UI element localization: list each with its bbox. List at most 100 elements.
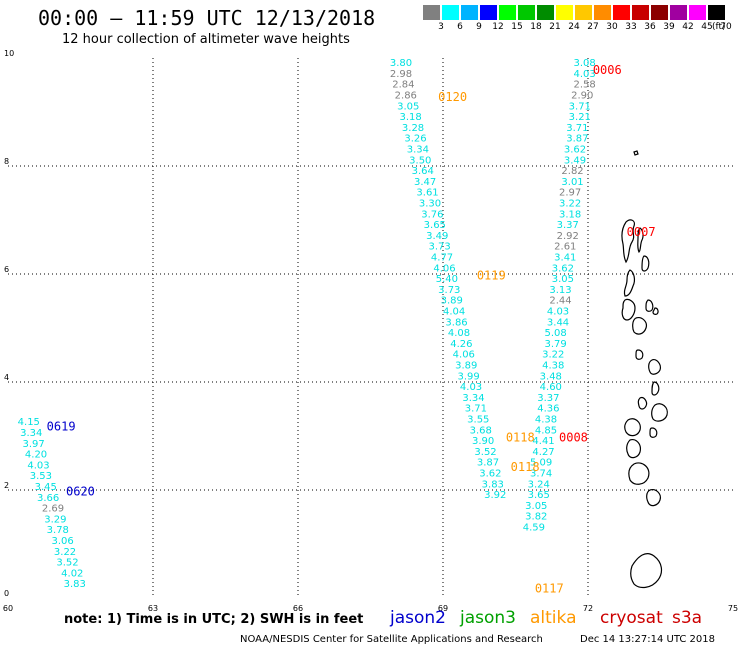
wave-height-value: 2.98 <box>390 69 412 80</box>
color-swatch-label: 27 <box>587 22 599 32</box>
wave-height-value: 3.80 <box>390 58 412 69</box>
y-tick-label: 10 <box>4 49 14 58</box>
color-swatch-label: 3 <box>438 22 444 32</box>
wave-height-value: 4.06 <box>453 350 475 361</box>
wave-height-value: 3.34 <box>407 145 429 156</box>
color-swatch <box>651 5 668 20</box>
legend-s3a: s3a <box>672 608 703 628</box>
wave-height-value: 2.92 <box>557 231 579 242</box>
track-time-label: 0118 <box>511 460 540 474</box>
color-swatch <box>442 5 459 20</box>
color-swatch-label: 15 <box>511 22 523 32</box>
wave-height-value: 4.03 <box>547 307 569 318</box>
wave-height-value: 3.99 <box>458 371 480 382</box>
color-swatch <box>461 5 478 20</box>
wave-height-value: 3.87 <box>477 458 499 469</box>
wave-height-value: 4.20 <box>25 450 47 461</box>
wave-height-value: 4.02 <box>61 568 83 579</box>
wave-height-value: 3.13 <box>549 285 571 296</box>
wave-height-value: 3.86 <box>445 317 467 328</box>
track-time-label: 0007 <box>627 225 656 239</box>
maldives-coastline <box>621 150 668 589</box>
x-tick-label: 63 <box>148 604 158 613</box>
y-tick-label: 8 <box>4 157 9 166</box>
track-time-label: 0620 <box>66 484 95 498</box>
wave-height-value: 3.79 <box>545 339 567 350</box>
page-title: 00:00 – 11:59 UTC 12/13/2018 <box>38 6 376 30</box>
wave-height-value: 3.62 <box>552 263 574 274</box>
wave-height-value: 3.24 <box>528 479 550 490</box>
wave-height-value: 3.22 <box>559 199 581 210</box>
x-tick-label: 66 <box>293 604 303 613</box>
wave-height-value: 3.87 <box>566 134 588 145</box>
wave-height-value: 3.08 <box>574 58 596 69</box>
wave-height-value: 4.27 <box>532 447 554 458</box>
wave-height-value: 3.52 <box>474 447 496 458</box>
wave-height-labels: 3.802.982.842.863.053.183.283.263.343.50… <box>18 58 596 590</box>
wave-height-value: 3.71 <box>566 123 588 134</box>
wave-height-value: 3.61 <box>416 188 438 199</box>
satellite-track-labels: 0006 0120 0007 0119 0619 0620 0118 0008 0118 0117 <box>47 63 656 595</box>
wave-height-value: 3.34 <box>20 428 42 439</box>
track-time-label: 0120 <box>438 90 467 104</box>
wave-height-value: 3.68 <box>470 425 492 436</box>
page-subtitle: 12 hour collection of altimeter wave hei… <box>62 32 350 47</box>
wave-height-value: 3.05 <box>552 274 574 285</box>
wave-height-value: 3.18 <box>559 209 581 220</box>
wave-height-value: 2.82 <box>561 166 583 177</box>
color-swatch-label: 70 <box>720 22 732 32</box>
color-swatch-label: 24 <box>568 22 580 32</box>
color-swatch <box>575 5 592 20</box>
wave-height-value: 2.61 <box>554 242 576 253</box>
wave-height-value: 4.04 <box>443 307 465 318</box>
wave-height-value: 4.60 <box>540 382 562 393</box>
track-time-label: 0619 <box>47 420 76 434</box>
color-swatch-label: 18 <box>530 22 542 32</box>
x-tick-label: 60 <box>3 604 13 613</box>
wave-height-value: 3.01 <box>561 177 583 188</box>
wave-height-value: 3.50 <box>409 155 431 166</box>
wave-height-value: 3.18 <box>400 112 422 123</box>
wave-height-value: 3.89 <box>455 361 477 372</box>
color-scale-unit: (ft) <box>712 22 726 32</box>
wave-height-value: 2.86 <box>395 91 417 102</box>
y-tick-label: 0 <box>4 589 9 598</box>
track-time-label: 0008 <box>559 430 588 444</box>
wave-height-value: 3.62 <box>479 469 501 480</box>
wave-height-value: 3.37 <box>557 220 579 231</box>
footer-note: note: 1) Time is in UTC; 2) SWH is in fe… <box>64 612 364 627</box>
track-time-label: 0119 <box>477 268 506 282</box>
wave-height-value: 3.65 <box>528 490 550 501</box>
wave-height-value: 3.05 <box>397 101 419 112</box>
wave-height-value: 3.28 <box>402 123 424 134</box>
wave-height-value: 3.21 <box>569 112 591 123</box>
wave-height-value: 3.62 <box>564 145 586 156</box>
wave-height-value: 2.44 <box>549 296 571 307</box>
wave-height-value: 3.06 <box>52 536 74 547</box>
y-tick-label: 4 <box>4 373 9 382</box>
wave-height-value: 3.71 <box>465 404 487 415</box>
color-swatch-label: 39 <box>663 22 675 32</box>
wave-height-value: 3.92 <box>484 490 506 501</box>
wave-height-value: 3.73 <box>438 285 460 296</box>
wave-height-value: 3.26 <box>404 134 426 145</box>
x-tick-label: 72 <box>583 604 593 613</box>
color-swatch <box>594 5 611 20</box>
wave-height-value: 3.49 <box>426 231 448 242</box>
wave-height-value: 5.40 <box>436 274 458 285</box>
color-swatch-label: 33 <box>625 22 637 32</box>
wave-height-value: 4.15 <box>18 417 40 428</box>
y-tick-label: 2 <box>4 481 9 490</box>
wave-height-value: 4.26 <box>450 339 472 350</box>
wave-height-value: 3.53 <box>30 471 52 482</box>
wave-height-value: 3.34 <box>462 393 484 404</box>
footer-credit: NOAA/NESDIS Center for Satellite Applica… <box>240 634 543 645</box>
color-swatch <box>632 5 649 20</box>
color-swatch <box>556 5 573 20</box>
legend-jason2: jason2 <box>390 608 446 628</box>
wave-height-value: 3.83 <box>482 479 504 490</box>
wave-height-value: 3.48 <box>540 371 562 382</box>
legend-altika: altika <box>530 608 577 628</box>
color-swatch-label: 36 <box>644 22 656 32</box>
wave-height-value: 4.41 <box>532 436 554 447</box>
